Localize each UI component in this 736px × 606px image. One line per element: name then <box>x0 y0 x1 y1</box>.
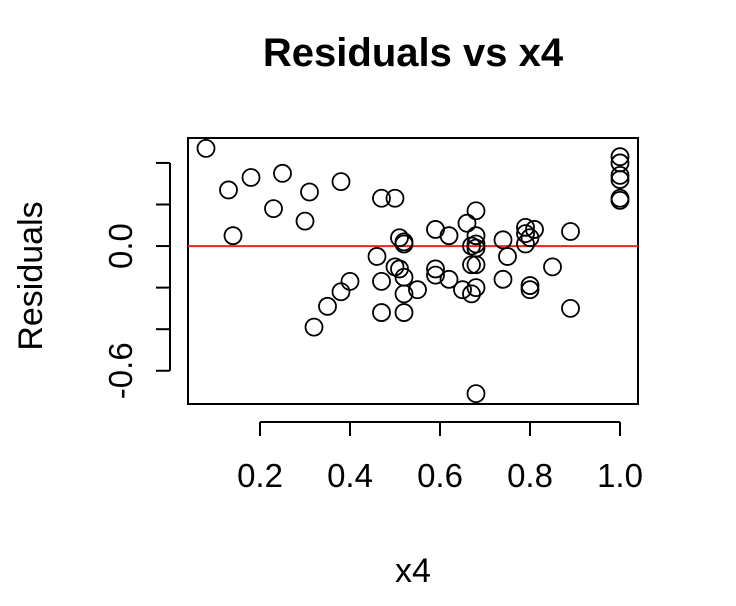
data-point <box>516 224 535 243</box>
data-point <box>318 296 337 316</box>
data-point <box>367 247 387 266</box>
data-point <box>372 303 391 322</box>
y-axis-label: Residuals <box>12 201 50 350</box>
data-point <box>498 247 517 266</box>
data-point <box>394 232 414 252</box>
x-tick-label: 1.0 <box>597 457 643 494</box>
data-point <box>300 182 319 202</box>
data-point <box>264 199 283 219</box>
data-point <box>340 271 360 291</box>
data-point <box>385 188 405 208</box>
data-point <box>543 257 562 277</box>
data-point <box>223 226 243 246</box>
data-point <box>372 271 391 291</box>
data-point <box>466 255 486 275</box>
data-point <box>610 166 630 185</box>
data-point <box>453 280 472 300</box>
x-tick-label: 0.4 <box>327 457 373 494</box>
data-point <box>610 190 630 210</box>
chart-title: Residuals vs x4 <box>263 31 564 75</box>
y-tick-label: -0.6 <box>102 342 139 399</box>
data-point <box>493 269 513 289</box>
data-point <box>196 138 216 158</box>
data-point <box>525 220 544 239</box>
data-point <box>462 284 481 304</box>
data-point <box>394 303 414 322</box>
data-points <box>196 138 630 404</box>
x-tick-label: 0.2 <box>237 457 283 494</box>
data-point <box>219 180 238 200</box>
data-point <box>426 259 445 279</box>
y-tick-label: 0.0 <box>102 223 139 269</box>
data-point <box>331 172 351 192</box>
data-point <box>520 280 540 300</box>
data-point <box>457 213 477 233</box>
data-point <box>273 163 292 183</box>
data-point <box>426 265 445 285</box>
data-point <box>372 188 391 208</box>
data-point <box>408 280 427 300</box>
plot-frame <box>187 137 639 405</box>
data-point <box>516 234 535 254</box>
data-point <box>241 168 261 187</box>
data-point <box>426 220 445 239</box>
x-axis: 0.2 0.4 0.6 0.8 1.0 <box>237 421 643 494</box>
x-tick-label: 0.6 <box>417 457 463 494</box>
y-axis: -0.6 0.0 <box>102 161 171 399</box>
data-point <box>610 147 630 167</box>
data-point <box>520 276 540 295</box>
data-point <box>331 282 351 302</box>
data-point <box>394 284 414 304</box>
data-point <box>466 384 486 404</box>
data-point <box>466 234 486 254</box>
data-point <box>439 269 459 289</box>
data-point <box>561 299 580 318</box>
x-axis-label: x4 <box>395 552 431 590</box>
data-point <box>561 222 580 241</box>
data-point <box>466 226 486 246</box>
data-point <box>462 255 481 275</box>
data-point <box>439 226 459 246</box>
data-point <box>466 278 486 298</box>
data-point <box>390 228 409 248</box>
data-point <box>304 317 324 337</box>
data-point <box>466 201 486 221</box>
data-point <box>610 170 630 189</box>
data-point <box>295 211 315 231</box>
x-tick-label: 0.8 <box>507 457 553 494</box>
